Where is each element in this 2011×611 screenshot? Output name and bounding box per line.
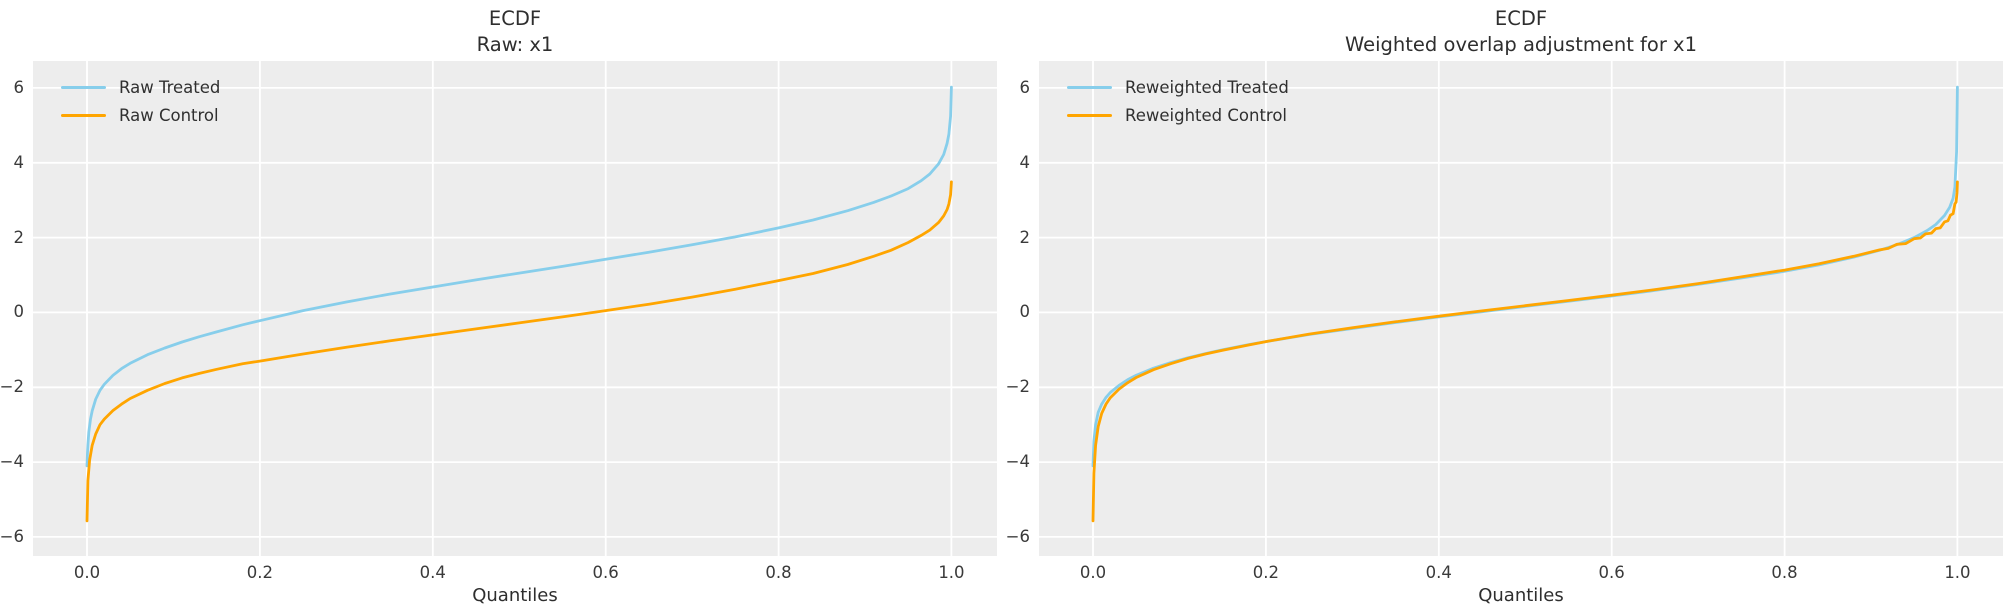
series-line-raw-control: [85, 180, 953, 523]
x-axis-label: Quantiles: [1478, 585, 1564, 606]
legend-line-swatch: [61, 113, 106, 117]
y-tick-label: 4: [13, 152, 25, 172]
y-tick-label: 6: [13, 77, 25, 97]
x-tick-label: 0.2: [246, 563, 274, 582]
panel-title-line: Weighted overlap adjustment for x1: [1345, 32, 1697, 56]
legend-line-swatch: [1067, 86, 1112, 90]
panel-title-line: ECDF: [488, 7, 542, 30]
legend-label: Reweighted Treated: [1125, 78, 1289, 98]
legend-item: Reweighted Control: [1067, 102, 1289, 130]
x-tick-label: 0.8: [1771, 563, 1798, 582]
y-tick-label: −2: [1005, 377, 1030, 397]
plot-area: [33, 61, 997, 556]
series-line-raw-treated: [85, 85, 953, 468]
plot-background: [1039, 61, 2003, 556]
legend: Raw Treated Raw Control: [61, 74, 220, 129]
y-tick-label: −4: [1005, 452, 1030, 472]
legend-item: Reweighted Treated: [1067, 74, 1289, 102]
y-tick-label: −4: [0, 452, 24, 472]
y-tick-label: 2: [1019, 227, 1031, 247]
x-axis-label: Quantiles: [472, 585, 558, 606]
plot-background: [33, 61, 997, 556]
legend-label: Raw Treated: [119, 78, 221, 98]
x-tick-label: 0.2: [1252, 563, 1280, 582]
panel-title: ECDF Weighted overlap adjustment for x1: [1071, 6, 1971, 57]
x-tick-label: 0.0: [1079, 563, 1107, 582]
x-tick-label: 0.8: [765, 563, 792, 582]
x-tick-label: 1.0: [938, 563, 965, 582]
legend-label: Reweighted Control: [1125, 105, 1288, 125]
x-tick-label: 0.0: [73, 563, 101, 582]
legend-line-swatch: [61, 86, 106, 90]
legend-line-swatch: [1067, 113, 1112, 117]
x-tick-label: 0.4: [1425, 563, 1452, 582]
legend: Reweighted Treated Reweighted Control: [1067, 74, 1289, 129]
panel-title: ECDF Raw: x1: [65, 6, 965, 57]
y-tick-label: 0: [13, 302, 25, 322]
panel-title-line: Raw: x1: [476, 32, 554, 56]
legend-item: Raw Treated: [61, 74, 220, 102]
plot-area: [1039, 61, 2003, 556]
x-tick-label: 1.0: [1944, 563, 1971, 582]
y-tick-label: −6: [1005, 526, 1030, 546]
series-line-reweighted-control: [1091, 180, 1959, 523]
legend-label: Raw Control: [119, 105, 219, 125]
x-tick-label: 0.4: [419, 563, 446, 582]
y-tick-label: −6: [0, 526, 24, 546]
x-tick-label: 0.6: [1598, 563, 1625, 582]
x-tick-label: 0.6: [592, 563, 619, 582]
series-line-reweighted-treated: [1091, 85, 1959, 468]
legend-item: Raw Control: [61, 102, 220, 130]
y-tick-label: 0: [1019, 302, 1031, 322]
y-tick-label: 6: [1019, 77, 1031, 97]
y-tick-label: 4: [1019, 152, 1031, 172]
panel-title-line: ECDF: [1494, 7, 1548, 30]
y-tick-label: 2: [13, 227, 25, 247]
y-tick-label: −2: [0, 377, 24, 397]
